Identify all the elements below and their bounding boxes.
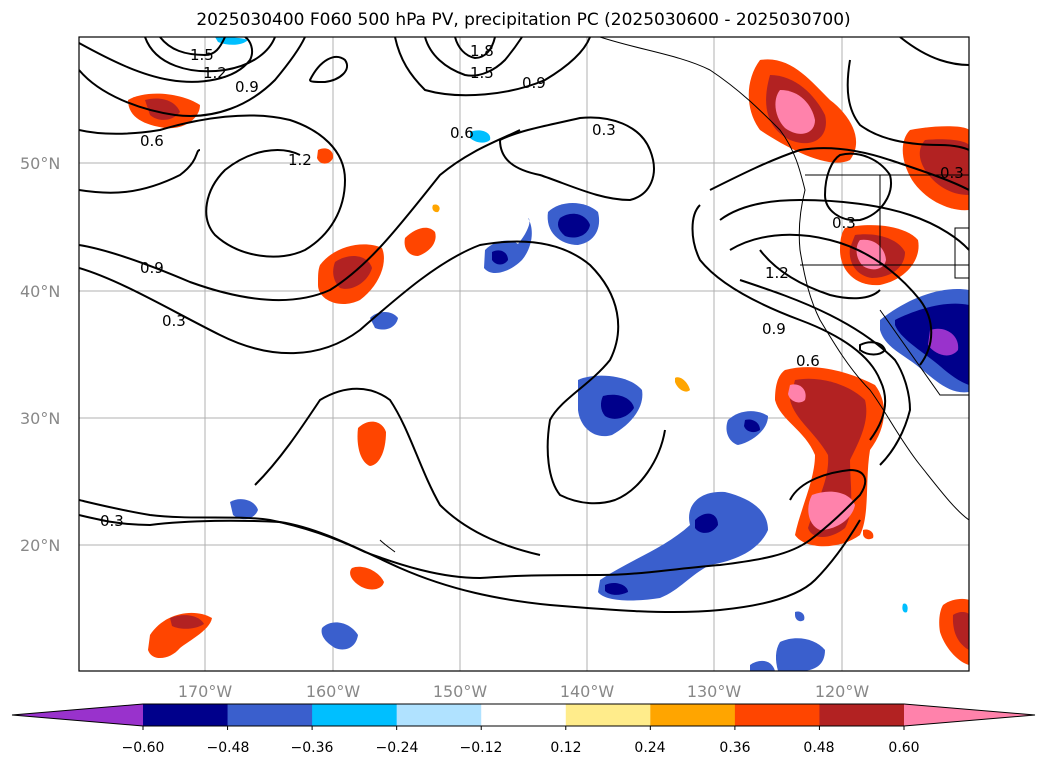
- contour-label: 0.9: [235, 78, 259, 96]
- latitude-labels: 50°N 40°N 30°N 20°N: [20, 154, 60, 555]
- colorbar-segment: [650, 704, 736, 726]
- colorbar-tick-label: −0.36: [291, 740, 334, 756]
- colorbar: −0.60 −0.48 −0.36 −0.24 −0.12 0.12 0.24 …: [11, 703, 1036, 756]
- colorbar-segment: [565, 704, 651, 726]
- colorbar-segment: [819, 704, 905, 726]
- contour-label: 1.5: [190, 46, 214, 64]
- contour-label: 1.2: [765, 264, 789, 282]
- colorbar-tick-label: −0.48: [207, 740, 250, 756]
- colorbar-tick-label: 0.36: [719, 740, 750, 756]
- contour-label: 0.9: [762, 320, 786, 338]
- lon-label-140W: 140°W: [560, 682, 615, 701]
- contour-label: 0.3: [940, 164, 964, 182]
- colorbar-segment: [481, 704, 567, 726]
- contour-label: 0.3: [592, 121, 616, 139]
- colorbar-tick-label: 0.24: [634, 740, 665, 756]
- lat-label-50N: 50°N: [20, 154, 60, 173]
- colorbar-segment: [312, 704, 398, 726]
- contour-label: 0.9: [522, 74, 546, 92]
- colorbar-tick-label: −0.24: [376, 740, 419, 756]
- lat-label-30N: 30°N: [20, 409, 60, 428]
- colorbar-tick-label: 0.48: [803, 740, 834, 756]
- map-title: 2025030400 F060 500 hPa PV, precipitatio…: [196, 10, 851, 30]
- colorbar-tick-label: 0.60: [888, 740, 919, 756]
- colorbar-extend-right: [904, 704, 1035, 726]
- colorbar-segment: [396, 704, 482, 726]
- longitude-labels: 170°W 160°W 150°W 140°W 130°W 120°W: [178, 682, 870, 701]
- colorbar-segment: [227, 704, 313, 726]
- colorbar-extend-left: [12, 704, 143, 726]
- pv-contours: [79, 37, 969, 614]
- colorbar-segment: [734, 704, 820, 726]
- lat-label-40N: 40°N: [20, 282, 60, 301]
- lon-label-120W: 120°W: [815, 682, 870, 701]
- contour-label: 1.2: [203, 64, 227, 82]
- colorbar-tick-label: −0.60: [122, 740, 165, 756]
- contour-label: 0.9: [140, 259, 164, 277]
- colorbar-segment: [143, 704, 229, 726]
- contour-label: 0.3: [832, 214, 856, 232]
- colorbar-tick-label: −0.12: [460, 740, 503, 756]
- lon-label-160W: 160°W: [306, 682, 361, 701]
- colorbar-tick-label: 0.12: [550, 740, 581, 756]
- lon-label-150W: 150°W: [433, 682, 488, 701]
- lon-label-170W: 170°W: [178, 682, 233, 701]
- precip-positive-areas: [128, 59, 969, 665]
- contour-label: 1.2: [288, 151, 312, 169]
- contour-label: 1.5: [470, 64, 494, 82]
- map-frame: [78, 36, 970, 672]
- contour-label: 0.6: [796, 352, 820, 370]
- lon-label-130W: 130°W: [687, 682, 742, 701]
- coastlines: [379, 37, 969, 553]
- contour-label: 1.8: [470, 42, 494, 60]
- contour-label: 0.6: [450, 124, 474, 142]
- lat-label-20N: 20°N: [20, 536, 60, 555]
- contour-label: 0.3: [100, 512, 124, 530]
- contour-label: 0.6: [140, 132, 164, 150]
- contour-label: 0.3: [162, 312, 186, 330]
- contour-labels: 1.5 1.2 0.9 1.8 1.5 0.9 0.6 0.6 0.3 1.2 …: [100, 42, 964, 530]
